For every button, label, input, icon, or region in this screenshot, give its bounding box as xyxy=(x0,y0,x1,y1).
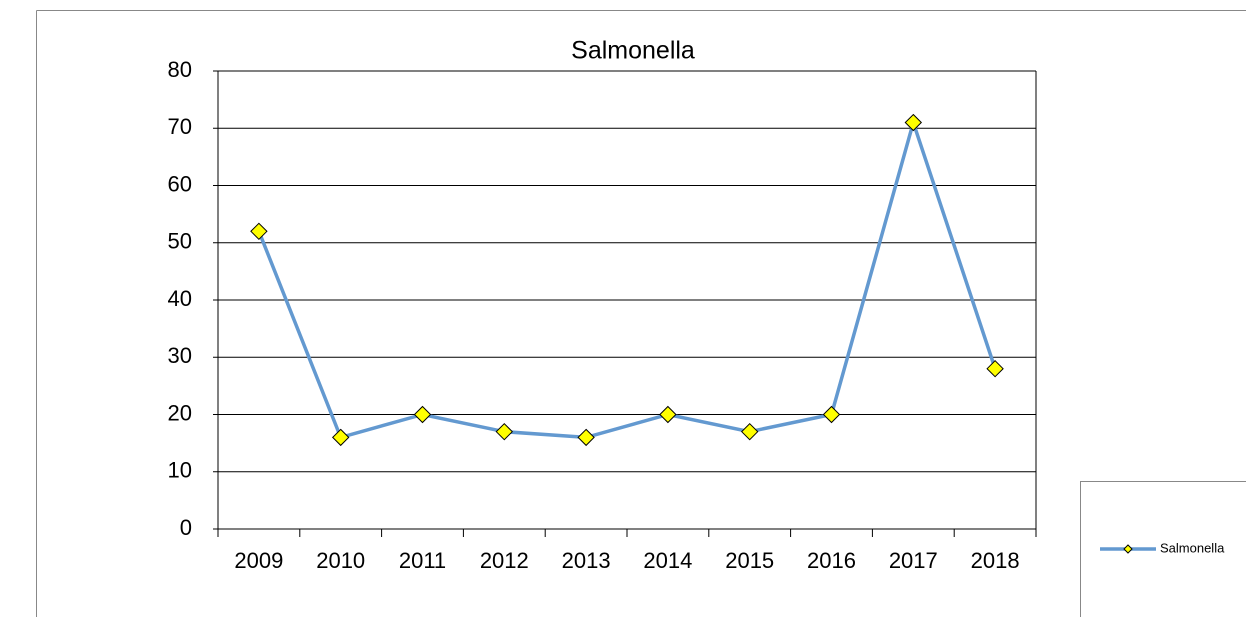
x-tick-label: 2014 xyxy=(643,548,692,573)
x-tick-label: 2010 xyxy=(316,548,365,573)
data-marker xyxy=(659,405,677,424)
data-marker xyxy=(331,428,350,447)
y-tick-label: 80 xyxy=(168,57,192,82)
x-tick-label: 2013 xyxy=(562,548,611,573)
x-tick-label: 2011 xyxy=(399,548,446,573)
x-tick-label: 2018 xyxy=(971,548,1020,573)
x-tick-label: 2016 xyxy=(807,548,856,573)
y-tick-label: 10 xyxy=(168,458,192,483)
y-tick-label: 60 xyxy=(168,171,192,196)
x-tick-label: 2012 xyxy=(480,548,529,573)
data-marker xyxy=(822,405,841,424)
y-tick-label: 20 xyxy=(168,400,192,425)
y-tick-label: 40 xyxy=(168,286,192,311)
y-tick-label: 0 xyxy=(180,515,192,540)
y-tick-label: 30 xyxy=(168,343,192,368)
x-tick-label: 2017 xyxy=(889,548,938,573)
data-marker xyxy=(577,428,595,447)
x-tick-label: 2009 xyxy=(234,548,283,573)
data-marker xyxy=(495,422,514,441)
data-marker xyxy=(740,422,759,441)
legend-marker xyxy=(1123,544,1133,554)
data-marker xyxy=(986,359,1004,378)
data-marker xyxy=(904,113,923,132)
y-tick-label: 50 xyxy=(168,229,192,254)
series-line xyxy=(257,116,997,440)
data-marker xyxy=(413,405,432,424)
x-tick-label: 2015 xyxy=(725,548,774,573)
y-tick-label: 70 xyxy=(168,114,192,139)
data-marker xyxy=(250,222,268,241)
legend-label: Salmonella xyxy=(1160,540,1225,555)
chart-title: Salmonella xyxy=(571,37,695,65)
